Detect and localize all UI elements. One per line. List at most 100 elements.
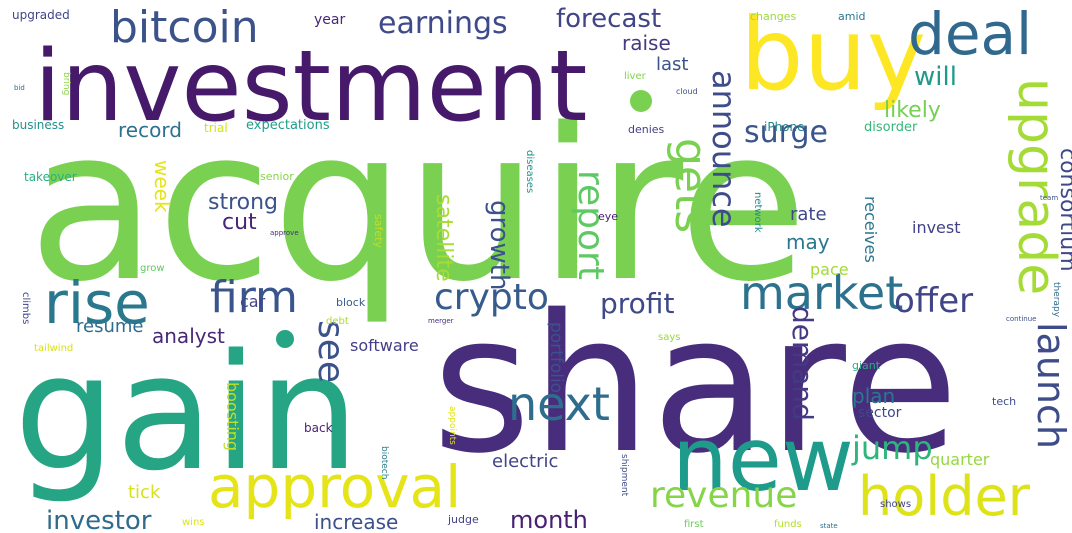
word-upgraded: upgraded: [12, 8, 70, 22]
word-giant: giant: [852, 359, 881, 372]
word-raise: raise: [622, 31, 671, 55]
word-week: week: [150, 160, 174, 213]
word-safety: safety: [372, 214, 385, 248]
word-pace: pace: [810, 260, 849, 279]
word-boosting: boosting: [223, 382, 242, 452]
word-crypto: crypto: [434, 277, 549, 318]
word-quarter: quarter: [930, 450, 990, 469]
word-holder: holder: [858, 465, 1030, 528]
word-acquire: acquire: [28, 83, 808, 328]
word-share: share: [432, 274, 959, 495]
word-may: may: [786, 230, 830, 254]
word-resume: resume: [76, 316, 144, 337]
word-iPhone: iPhone: [764, 120, 805, 134]
dot-mark: [276, 330, 294, 348]
word-shipment: shipment: [619, 454, 629, 497]
word-back: back: [304, 421, 333, 435]
word-satellite: satellite: [431, 194, 456, 282]
word-software: software: [350, 336, 419, 355]
word-cloud: cloud: [676, 87, 698, 96]
word-gain: gain: [14, 319, 360, 506]
word-tech: tech: [992, 395, 1017, 408]
word-rate: rate: [790, 204, 827, 225]
word-increase: increase: [314, 510, 399, 533]
word-car: car: [240, 292, 266, 311]
word-first: first: [684, 519, 704, 530]
word-expectations: expectations: [246, 118, 330, 133]
word-market: market: [740, 266, 904, 320]
word-offer: offer: [894, 281, 974, 321]
word-bid: bid: [14, 84, 25, 92]
word-analyst: analyst: [152, 324, 225, 348]
word-likely: likely: [884, 98, 941, 123]
word-tick: tick: [128, 482, 161, 503]
word-next: next: [508, 377, 610, 431]
dot-mark: [630, 90, 652, 112]
word-revenue: revenue: [650, 475, 798, 516]
word-growth: growth: [484, 200, 514, 291]
word-approval: approval: [208, 453, 462, 521]
word-strong: strong: [208, 190, 279, 215]
word-firm: firm: [210, 272, 298, 323]
word-portfolio: portfolio: [546, 322, 566, 394]
word-cut: cut: [222, 210, 257, 235]
word-plan: plan: [852, 384, 896, 408]
word-year: year: [314, 12, 346, 28]
word-takeover: takeover: [24, 170, 77, 184]
word-funds: funds: [774, 519, 802, 530]
word-judge: judge: [448, 513, 479, 526]
word-debt: debt: [326, 316, 349, 327]
word-merger: merger: [428, 317, 454, 325]
word-shows: shows: [880, 499, 912, 510]
word-block: block: [336, 296, 366, 309]
word-consortium: consortium: [1055, 148, 1072, 272]
word-last: last: [656, 54, 689, 75]
word-record: record: [118, 118, 182, 142]
word-approve: approve: [270, 229, 299, 237]
word-forecast: forecast: [556, 4, 662, 34]
word-rise: rise: [44, 269, 150, 337]
word-will: will: [914, 62, 957, 92]
word-therapy: therapy: [1051, 282, 1061, 318]
word-eye: eye: [598, 210, 619, 223]
word-business: business: [12, 118, 65, 132]
word-buy: buy: [740, 0, 927, 113]
word-investor: investor: [46, 506, 152, 533]
word-team: team: [1040, 194, 1059, 202]
word-jump: jump: [852, 429, 933, 467]
word-profit: profit: [600, 287, 675, 320]
word-appoints: appoints: [447, 406, 457, 445]
word-amid: amid: [838, 10, 866, 23]
word-bitcoin: bitcoin: [110, 2, 259, 53]
word-tailwind: tailwind: [34, 343, 74, 354]
word-liver: liver: [624, 71, 646, 82]
word-invest: invest: [912, 218, 961, 237]
word-climbs: climbs: [20, 292, 31, 325]
word-wins: wins: [182, 517, 205, 528]
word-senior: senior: [260, 170, 294, 183]
word-electric: electric: [492, 451, 559, 472]
word-continue: continue: [1006, 315, 1037, 323]
word-sector: sector: [858, 405, 902, 421]
word-denies: denies: [628, 123, 665, 136]
word-says: says: [658, 332, 681, 343]
word-month: month: [510, 506, 588, 533]
word-network: network: [752, 192, 763, 233]
word-receives: receives: [861, 196, 880, 263]
word-see: see: [310, 320, 351, 384]
word-surge: surge: [744, 115, 828, 150]
word-launch: launch: [1029, 322, 1072, 449]
word-deal: deal: [908, 0, 1033, 68]
word-new: new: [672, 408, 854, 511]
word-investment: investment: [34, 30, 588, 144]
word-diseases: diseases: [524, 150, 535, 194]
word-earnings: earnings: [378, 6, 508, 41]
word-report: report: [570, 170, 611, 280]
word-biotech: biotech: [379, 446, 389, 480]
word-changes: changes: [750, 10, 797, 23]
word-grow: grow: [140, 263, 165, 274]
word-trial: trial: [204, 121, 228, 135]
word-announce: announce: [705, 70, 743, 228]
word-bring: bring: [61, 72, 71, 96]
